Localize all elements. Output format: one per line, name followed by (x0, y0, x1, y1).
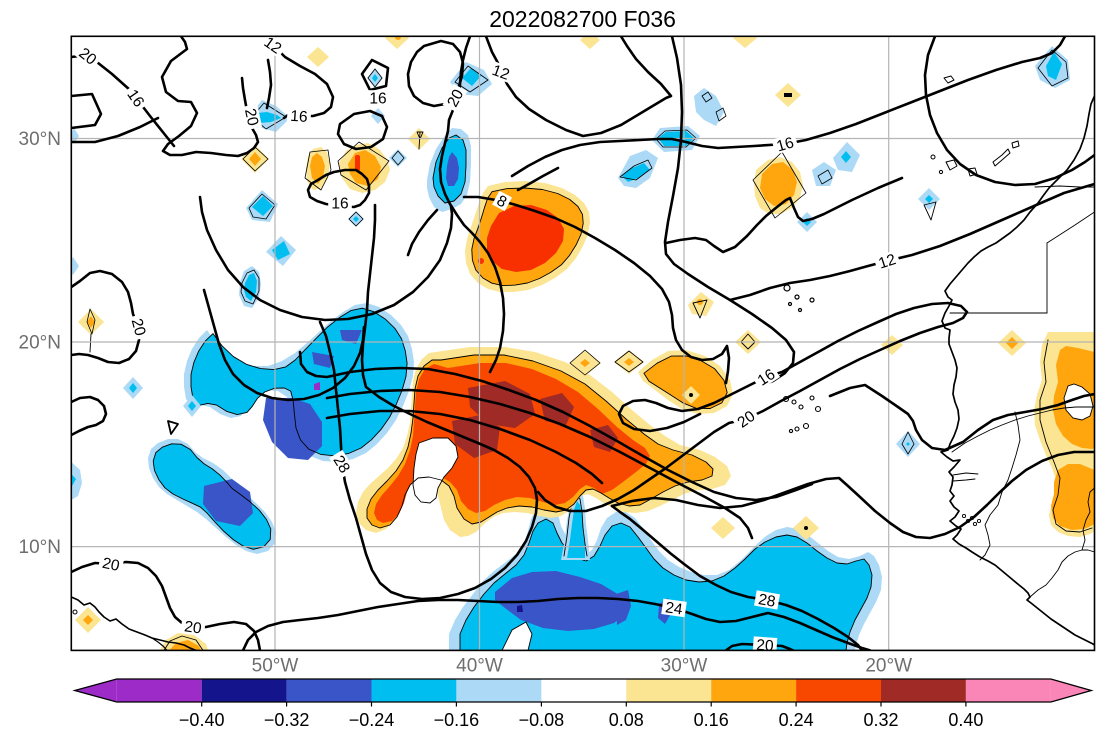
svg-text:20: 20 (444, 86, 467, 110)
svg-text:−0.40: −0.40 (179, 710, 225, 730)
svg-text:20: 20 (183, 618, 203, 637)
svg-text:0.24: 0.24 (779, 710, 814, 730)
svg-text:20: 20 (128, 317, 149, 338)
svg-text:0.32: 0.32 (863, 710, 898, 730)
svg-text:24: 24 (664, 599, 684, 618)
svg-text:30°N: 30°N (19, 129, 61, 150)
svg-text:50°W: 50°W (252, 656, 299, 677)
svg-text:40°W: 40°W (456, 656, 503, 677)
svg-text:12: 12 (876, 251, 898, 272)
svg-text:20: 20 (241, 107, 261, 128)
svg-text:10°N: 10°N (19, 537, 61, 558)
svg-text:28: 28 (757, 591, 777, 611)
svg-text:2022082700 F036: 2022082700 F036 (489, 6, 676, 32)
svg-text:16: 16 (775, 134, 796, 155)
svg-text:0.40: 0.40 (948, 710, 983, 730)
svg-text:28: 28 (329, 453, 353, 477)
svg-text:0.08: 0.08 (609, 710, 644, 730)
svg-text:16: 16 (123, 87, 147, 111)
svg-text:16: 16 (755, 366, 779, 390)
svg-text:−0.24: −0.24 (349, 710, 395, 730)
svg-text:20: 20 (756, 637, 775, 655)
svg-text:12: 12 (490, 62, 512, 84)
svg-text:20°N: 20°N (19, 333, 61, 354)
svg-text:20: 20 (101, 555, 122, 575)
svg-text:16: 16 (290, 108, 308, 126)
svg-text:30°W: 30°W (661, 656, 708, 677)
svg-text:0.16: 0.16 (694, 710, 729, 730)
svg-text:20°W: 20°W (865, 656, 912, 677)
svg-text:16: 16 (369, 90, 386, 107)
svg-text:−0.32: −0.32 (264, 710, 310, 730)
svg-text:16: 16 (331, 195, 348, 212)
svg-text:−0.08: −0.08 (519, 710, 565, 730)
svg-text:−0.16: −0.16 (434, 710, 480, 730)
